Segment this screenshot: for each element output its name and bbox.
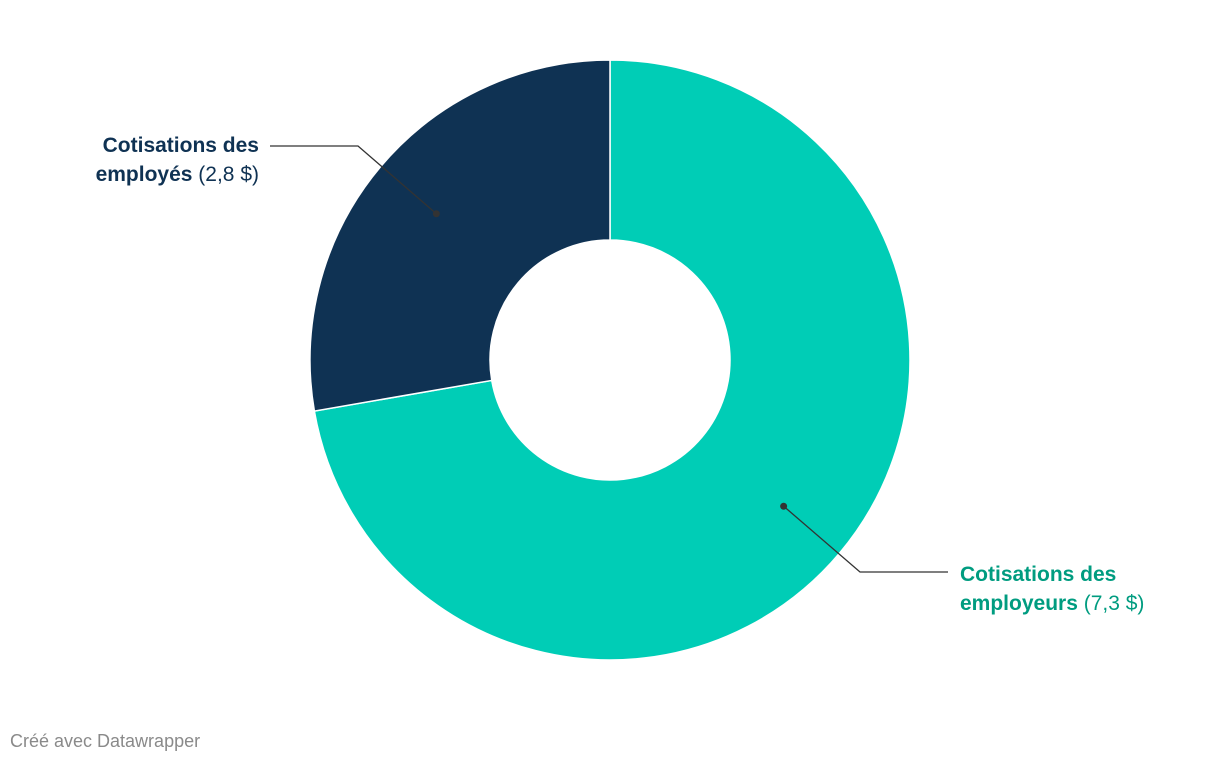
leaders-group [270,145,948,573]
credit-footer: Créé avec Datawrapper [10,731,201,751]
slice-1 [309,59,611,412]
slices-group [309,59,911,661]
leader-dot-0 [780,502,788,510]
slice-label-employes: Cotisations des employés (2,8 $) [96,131,259,189]
leader-dot-1 [432,210,440,218]
slice-label-employeurs-name: employeurs [960,592,1078,615]
slice-label-employeurs-line1: Cotisations des [960,563,1117,586]
slice-label-employeurs: Cotisations des employeurs (7,3 $) [960,560,1144,618]
slice-label-employes-name: employés [95,163,193,186]
slice-label-employes-value: (2,8 $) [198,163,259,186]
slice-label-employeurs-value: (7,3 $) [1083,592,1145,615]
slice-label-employes-line1: Cotisations des [102,134,259,157]
leader-line-1 [270,145,437,215]
slice-0 [313,59,911,661]
leader-line-0 [783,505,948,573]
